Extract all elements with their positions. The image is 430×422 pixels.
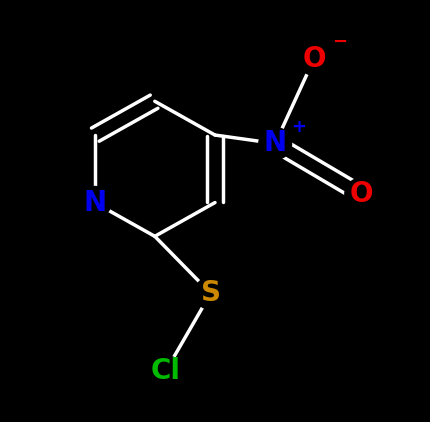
Text: O: O [350,180,373,208]
Text: Cl: Cl [150,357,181,385]
Circle shape [298,43,330,75]
Text: S: S [201,279,221,307]
Circle shape [78,187,111,219]
Text: N: N [83,189,106,216]
Text: O: O [302,45,326,73]
Text: −: − [332,33,347,51]
Circle shape [345,178,378,210]
Text: +: + [292,118,306,135]
Text: N: N [264,130,287,157]
Circle shape [194,277,227,309]
Circle shape [149,355,182,387]
Circle shape [259,127,292,160]
